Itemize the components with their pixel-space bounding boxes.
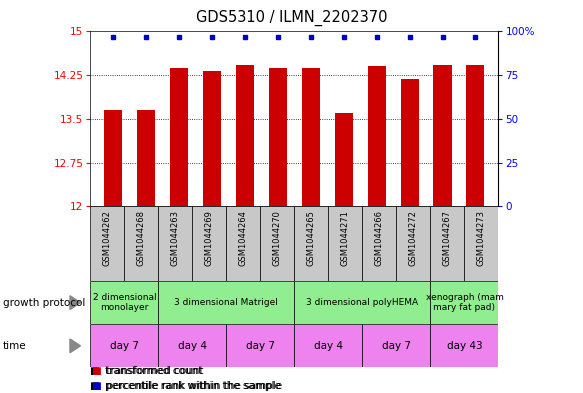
Text: 2 dimensional
monolayer: 2 dimensional monolayer xyxy=(93,293,156,312)
Text: 3 dimensional Matrigel: 3 dimensional Matrigel xyxy=(174,298,278,307)
Bar xyxy=(159,206,192,281)
Bar xyxy=(430,206,465,281)
Text: transformed count: transformed count xyxy=(105,366,202,376)
Bar xyxy=(328,206,363,281)
Bar xyxy=(434,65,452,206)
Bar xyxy=(294,324,363,367)
Text: GSM1044265: GSM1044265 xyxy=(307,210,316,266)
Bar xyxy=(368,66,386,206)
Bar xyxy=(396,206,430,281)
FancyArrow shape xyxy=(70,296,80,310)
Text: ■: ■ xyxy=(91,366,101,376)
Text: day 7: day 7 xyxy=(382,341,411,351)
FancyArrow shape xyxy=(70,339,80,353)
Text: ■  transformed count: ■ transformed count xyxy=(90,366,204,376)
Bar xyxy=(90,206,124,281)
Bar xyxy=(137,110,155,206)
Text: day 4: day 4 xyxy=(178,341,207,351)
Text: ■: ■ xyxy=(91,381,101,391)
Text: day 7: day 7 xyxy=(246,341,275,351)
Text: GSM1044266: GSM1044266 xyxy=(375,210,384,266)
Text: time: time xyxy=(3,341,27,351)
Bar xyxy=(465,206,498,281)
Text: GSM1044269: GSM1044269 xyxy=(205,210,214,266)
Text: xenograph (mam
mary fat pad): xenograph (mam mary fat pad) xyxy=(426,293,503,312)
Bar xyxy=(124,206,159,281)
Text: GSM1044262: GSM1044262 xyxy=(103,210,112,266)
Text: day 43: day 43 xyxy=(447,341,482,351)
Bar xyxy=(104,110,122,206)
Bar xyxy=(401,79,419,206)
Text: GSM1044268: GSM1044268 xyxy=(137,210,146,266)
Bar xyxy=(335,113,353,206)
Bar xyxy=(302,68,320,206)
Text: GSM1044264: GSM1044264 xyxy=(239,210,248,266)
Text: day 7: day 7 xyxy=(110,341,139,351)
Bar xyxy=(90,281,159,324)
Bar xyxy=(159,324,226,367)
Bar xyxy=(226,206,261,281)
Bar xyxy=(466,65,484,206)
Bar xyxy=(261,206,294,281)
Text: GSM1044271: GSM1044271 xyxy=(341,210,350,266)
Bar xyxy=(430,281,498,324)
Bar xyxy=(236,65,254,206)
Text: growth protocol: growth protocol xyxy=(3,298,85,308)
Text: percentile rank within the sample: percentile rank within the sample xyxy=(105,381,281,391)
Bar xyxy=(90,324,159,367)
Text: GSM1044267: GSM1044267 xyxy=(443,210,452,266)
Text: GDS5310 / ILMN_2202370: GDS5310 / ILMN_2202370 xyxy=(196,10,387,26)
Bar xyxy=(226,324,294,367)
Bar xyxy=(269,68,287,206)
Bar xyxy=(363,324,430,367)
Bar xyxy=(159,281,294,324)
Bar xyxy=(430,324,498,367)
Bar xyxy=(363,206,396,281)
Bar xyxy=(192,206,226,281)
Bar xyxy=(294,206,328,281)
Text: 3 dimensional polyHEMA: 3 dimensional polyHEMA xyxy=(307,298,419,307)
Bar xyxy=(170,68,188,206)
Text: day 4: day 4 xyxy=(314,341,343,351)
Text: GSM1044270: GSM1044270 xyxy=(273,210,282,266)
Text: GSM1044272: GSM1044272 xyxy=(409,210,418,266)
Text: ■  percentile rank within the sample: ■ percentile rank within the sample xyxy=(90,381,283,391)
Text: GSM1044273: GSM1044273 xyxy=(477,210,486,266)
Bar xyxy=(203,71,221,206)
Text: GSM1044263: GSM1044263 xyxy=(171,210,180,266)
Bar xyxy=(294,281,430,324)
